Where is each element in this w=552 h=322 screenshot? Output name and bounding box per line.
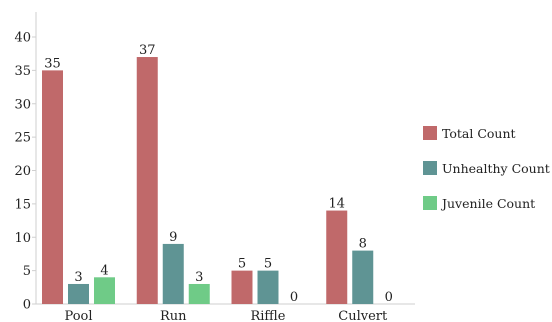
y-tick-label: 15 xyxy=(14,197,31,212)
bar xyxy=(231,270,253,304)
bar xyxy=(257,270,279,304)
x-category-label: Pool xyxy=(64,309,92,322)
y-tick-label: 5 xyxy=(23,264,31,279)
legend-label: Unhealthy Count xyxy=(442,161,550,176)
data-label: 5 xyxy=(238,257,246,272)
y-tick-label: 0 xyxy=(23,298,31,313)
bar xyxy=(326,210,348,304)
bar xyxy=(136,57,158,305)
x-axis: Pool Run Riffle Culvert xyxy=(36,303,415,322)
data-label: 37 xyxy=(139,43,156,58)
data-label: 14 xyxy=(328,197,345,212)
y-tick-label: 35 xyxy=(14,64,31,79)
x-category-label: Run xyxy=(160,309,187,322)
data-label: 9 xyxy=(169,230,177,245)
data-label: 3 xyxy=(74,270,82,285)
data-label: 3 xyxy=(195,270,203,285)
legend-swatch xyxy=(423,126,437,140)
legend-label: Total Count xyxy=(442,126,516,141)
y-tick-label: 30 xyxy=(14,97,31,112)
x-category-label: Culvert xyxy=(338,309,388,322)
y-axis: 0 5 10 15 20 25 30 35 40 xyxy=(14,12,37,313)
data-label: 35 xyxy=(44,56,61,71)
data-label: 8 xyxy=(359,237,367,252)
bar xyxy=(352,250,374,304)
y-tick-label: 20 xyxy=(14,164,31,179)
bar xyxy=(94,277,115,304)
bar xyxy=(42,70,63,304)
bar xyxy=(162,243,184,304)
y-tick-label: 10 xyxy=(14,231,31,246)
x-category-label: Riffle xyxy=(250,309,285,322)
legend-label: Juvenile Count xyxy=(440,196,535,211)
bar xyxy=(188,283,210,304)
bar xyxy=(68,283,89,304)
legend-swatch xyxy=(423,161,437,175)
y-tick-label: 40 xyxy=(14,31,31,46)
data-label: 0 xyxy=(385,290,393,305)
data-label: 0 xyxy=(290,290,298,305)
data-label: 4 xyxy=(100,263,108,278)
data-label: 5 xyxy=(264,257,272,272)
legend-swatch xyxy=(423,196,437,210)
y-tick-label: 25 xyxy=(14,131,31,146)
legend: Total Count Unhealthy Count Juvenile Count xyxy=(423,126,550,211)
